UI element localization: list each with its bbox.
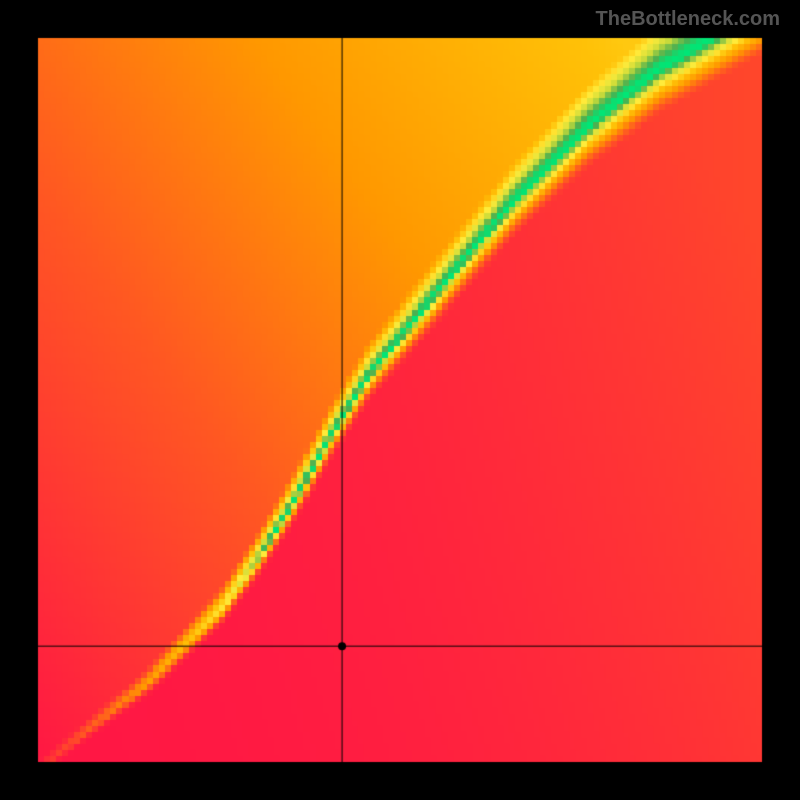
chart-container: TheBottleneck.com (0, 0, 800, 800)
heatmap-canvas (0, 0, 800, 800)
watermark-text: TheBottleneck.com (596, 8, 780, 31)
